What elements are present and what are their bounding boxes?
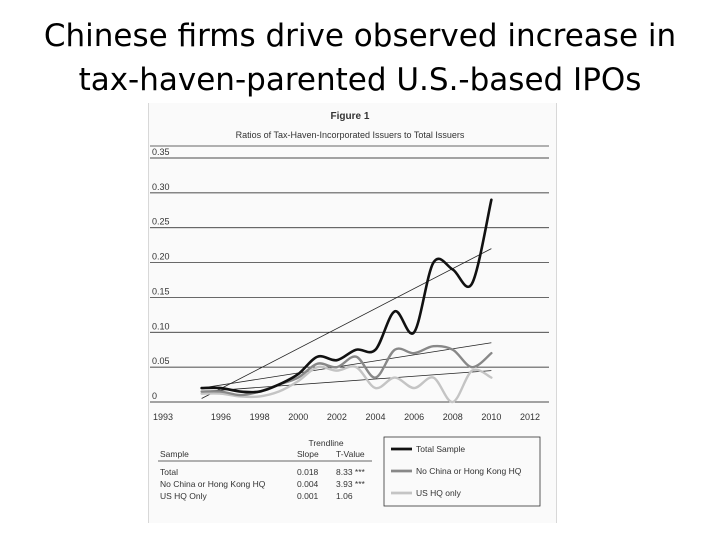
legend: Total Sample No China or Hong Kong HQ US H…	[391, 444, 522, 498]
table-col-tvalue: T-Value	[336, 449, 365, 459]
x-tick-label: 1996	[211, 412, 231, 422]
series	[200, 198, 493, 404]
y-tick-label: 0.30	[152, 182, 170, 192]
y-axis: 0 0.05 0.10 0.15 0.20 0.25 0.30 0.35	[152, 147, 170, 401]
figure-subtitle: Ratios of Tax-Haven-Incorporated Issuers…	[236, 130, 465, 140]
trendline	[201, 370, 492, 392]
table-cell-tvalue: 8.33 ***	[336, 467, 366, 477]
x-tick-label: 2004	[365, 412, 385, 422]
table-cell-slope: 0.001	[297, 491, 319, 501]
series-line	[200, 344, 493, 397]
x-tick-label: 2010	[481, 412, 501, 422]
trendlines	[201, 248, 492, 399]
y-tick-label: 0.20	[152, 252, 170, 262]
table-col-slope: Slope	[297, 449, 319, 459]
legend-label: US HQ only	[416, 488, 462, 498]
y-tick-label: 0.15	[152, 286, 170, 296]
x-tick-label: 1998	[250, 412, 270, 422]
series-line	[200, 198, 493, 394]
trendline	[201, 342, 492, 389]
y-tick-label: 0.05	[152, 356, 170, 366]
table-cell-sample: No China or Hong Kong HQ	[160, 479, 266, 489]
table-cell-tvalue: 1.06	[336, 491, 353, 501]
x-tick-label: 2002	[327, 412, 347, 422]
y-tick-label: 0	[152, 391, 157, 401]
y-tick-label: 0.25	[152, 217, 170, 227]
grid	[150, 157, 549, 403]
table-cell-sample: Total	[160, 467, 178, 477]
figure-label: Figure 1	[331, 111, 370, 122]
slide-title: Chinese firms drive observed increase in…	[0, 14, 720, 102]
slide-title-line-1: Chinese firms drive observed increase in	[43, 18, 677, 54]
table-cell-sample: US HQ Only	[160, 491, 208, 501]
trendline-table: Trendline Sample Slope T-Value Total 0.01…	[158, 438, 372, 501]
x-tick-label: 2012	[520, 412, 540, 422]
x-tick-label: 2006	[404, 412, 424, 422]
series-line	[200, 365, 493, 404]
table-cell-tvalue: 3.93 ***	[336, 479, 366, 489]
table-col-sample: Sample	[160, 449, 189, 459]
x-tick-label: 2000	[288, 412, 308, 422]
y-tick-label: 0.10	[152, 321, 170, 331]
table-header-trendline: Trendline	[308, 438, 343, 448]
table-cell-slope: 0.004	[297, 479, 319, 489]
legend-label: Total Sample	[416, 444, 465, 454]
x-tick-label: 1993	[153, 412, 173, 422]
x-axis: 1993 1996 1998 2000 2002 2004 2006 2008 2010 2012	[153, 412, 540, 422]
slide-title-line-2: tax-haven-parented U.S.-based IPOs	[78, 62, 642, 98]
legend-label: No China or Hong Kong HQ	[416, 466, 522, 476]
y-tick-label: 0.35	[152, 147, 170, 157]
x-tick-label: 2008	[443, 412, 463, 422]
table-cell-slope: 0.018	[297, 467, 319, 477]
trendline	[201, 248, 492, 399]
